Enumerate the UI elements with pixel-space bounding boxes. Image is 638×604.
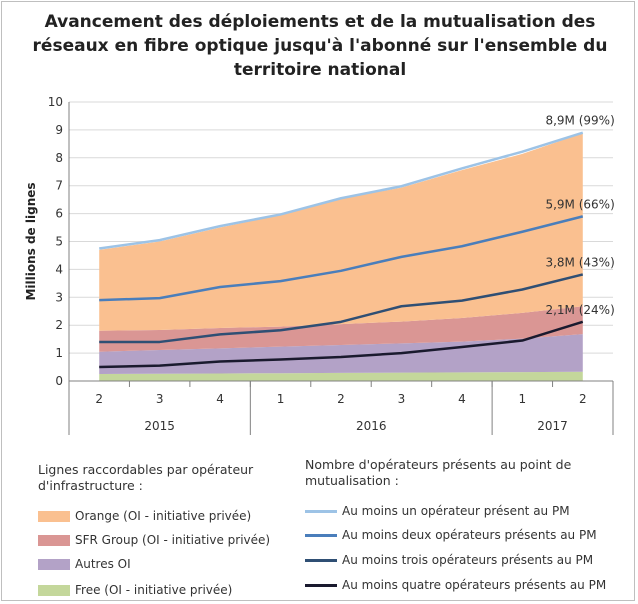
legend-swatch [305,558,337,562]
legend-swatch [38,558,70,570]
year-label: 2015 [144,419,175,433]
legend-label: SFR Group (OI - initiative privée) [75,533,271,547]
legend-item-line: Au moins deux opérateurs présents au PM [305,527,597,543]
y-tick-label: 0 [55,374,63,388]
legend-label: Au moins un opérateur présent au PM [342,504,570,518]
line-series-1 [99,215,584,302]
y-tick-label: 7 [55,179,63,193]
x-tick-label: 2 [95,392,103,406]
area-0 [99,371,583,381]
legend-item-area: Autres OI [38,556,131,572]
x-tick-label: 3 [398,392,406,406]
x-tick-label: 4 [458,392,466,406]
y-tick-label: 9 [55,123,63,137]
legend-label: Au moins deux opérateurs présents au PM [342,528,597,542]
area-2 [99,306,583,352]
legend-label: Au moins trois opérateurs présents au PM [342,553,594,567]
line-series-0 [99,131,584,250]
legend-label: Orange (OI - initiative privée) [75,509,252,523]
x-tick-label: 4 [216,392,224,406]
area-1 [99,334,583,375]
annotation-0: 8,9M (99%) [545,114,614,128]
legend-item-area: SFR Group (OI - initiative privée) [38,532,270,548]
x-tick-label: 2 [579,392,587,406]
x-tick-label: 3 [156,392,164,406]
year-label: 2017 [537,419,568,433]
legend-lines-title: Nombre d'opérateurs présents au point de… [305,457,572,488]
annotation-3: 2,1M (24%) [545,303,614,317]
x-tick-label: 1 [277,392,285,406]
legend-swatch [38,510,70,522]
y-tick-label: 8 [55,151,63,165]
y-tick-label: 2 [55,318,63,332]
area-3 [99,133,583,331]
y-axis-title: Millions de lignes [24,182,38,300]
y-tick-label: 4 [55,262,63,276]
legend-swatch [305,583,337,587]
y-tick-label: 6 [55,207,63,221]
year-label: 2016 [356,419,387,433]
y-tick-label: 10 [48,95,63,109]
y-tick-label: 3 [55,290,63,304]
legend-swatch [305,533,337,537]
legend-item-area: Free (OI - initiative privée) [38,582,232,598]
x-tick-label: 2 [337,392,345,406]
legend-label: Free (OI - initiative privée) [75,583,233,597]
annotation-2: 3,8M (43%) [545,255,614,269]
legend-swatch [38,584,70,596]
legend-item-area: Orange (OI - initiative privée) [38,508,251,524]
y-tick-label: 1 [55,346,63,360]
legend-label: Au moins quatre opérateurs présents au P… [342,578,607,592]
line-series-3 [99,320,584,369]
legend-item-line: Au moins un opérateur présent au PM [305,503,570,519]
line-series-2 [99,273,584,344]
y-tick-label: 5 [55,235,63,249]
legend-areas-title: Lignes raccordables par opérateur d'infr… [38,462,254,493]
legend-item-line: Au moins trois opérateurs présents au PM [305,552,593,568]
chart-title: Avancement des déploiements et de la mut… [32,12,608,80]
x-tick-label: 1 [519,392,527,406]
legend-label: Autres OI [75,557,131,571]
legend-item-line: Au moins quatre opérateurs présents au P… [305,577,606,593]
annotation-1: 5,9M (66%) [545,197,614,211]
legend-swatch [38,534,70,546]
legend-swatch [305,509,337,513]
